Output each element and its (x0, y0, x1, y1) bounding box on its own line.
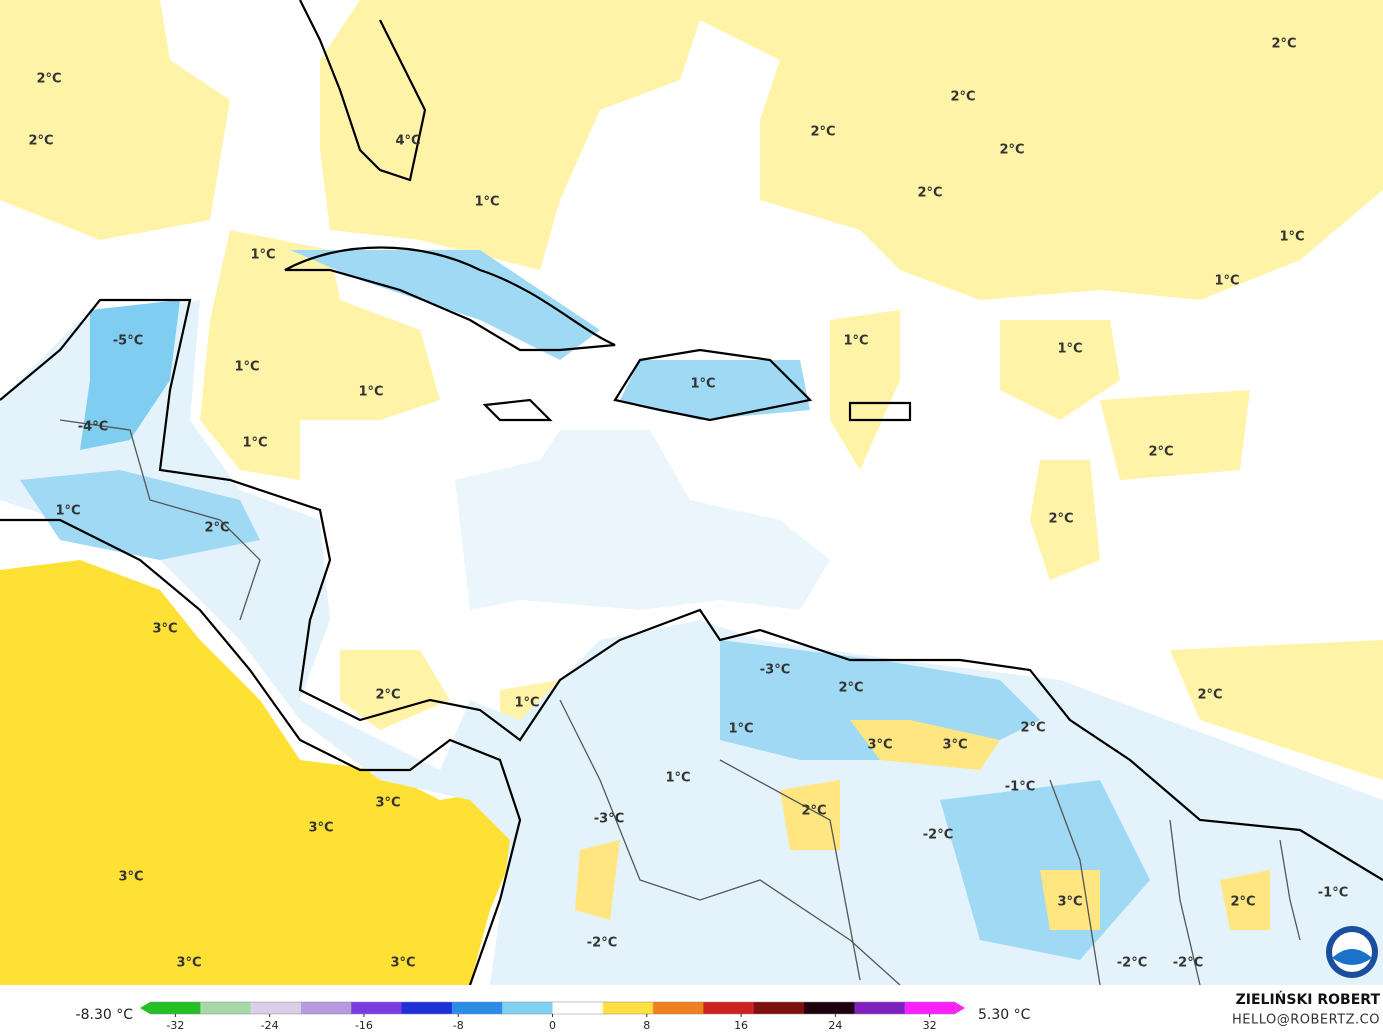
colorbar-tick-label: 0 (549, 1019, 556, 1032)
contour-label: 2°C (999, 143, 1024, 158)
contact: HELLO@ROBERTZ.CO (1232, 1013, 1380, 1028)
contour-label: 1°C (250, 248, 275, 263)
colorbar-segment (753, 1002, 805, 1014)
colorbar-segment (451, 1002, 503, 1014)
contour-label: 1°C (358, 385, 383, 400)
anomaly-fill (0, 0, 1383, 985)
max-label: 5.30 °C (978, 1007, 1031, 1023)
contour-label: 1°C (728, 722, 753, 737)
contour-label: 2°C (1271, 37, 1296, 52)
colorbar-segment (150, 1002, 201, 1014)
borders (59, 419, 1301, 986)
colorbar-tick-label: 16 (734, 1019, 748, 1032)
contour-label: 3°C (1057, 895, 1082, 910)
contour-label: 2°C (838, 681, 863, 696)
contour-label: 2°C (810, 125, 835, 140)
contour-label: 1°C (690, 377, 715, 392)
contour-label: 1°C (514, 696, 539, 711)
colorbar-tick-label: 32 (923, 1019, 937, 1032)
noaa-logo (1326, 926, 1378, 978)
contour-label: 3°C (152, 622, 177, 637)
colorbar-segment (904, 1002, 956, 1014)
contour-label: 1°C (843, 334, 868, 349)
contour-label: 2°C (1148, 445, 1173, 460)
colorbar-segment (351, 1002, 403, 1014)
contour-label: -1°C (1005, 780, 1035, 795)
colorbar-segment (552, 1002, 604, 1014)
contour-label: 3°C (118, 870, 143, 885)
contour-label: -2°C (1173, 956, 1203, 971)
colorbar-tick-label: -16 (355, 1019, 373, 1032)
contour-label: -2°C (587, 936, 617, 951)
contour-label: 4°C (395, 134, 420, 149)
contour-label: 1°C (242, 436, 267, 451)
contour-label: -1°C (1318, 886, 1348, 901)
min-label: -8.30 °C (76, 1007, 134, 1023)
contour-label: -5°C (113, 334, 143, 349)
contour-label: -2°C (1117, 956, 1147, 971)
contour-label: 2°C (1048, 512, 1073, 527)
colorbar-segment (300, 1002, 352, 1014)
contour-label: 2°C (917, 186, 942, 201)
contour-label: 3°C (942, 738, 967, 753)
contour-label: -3°C (760, 663, 790, 678)
contour-label: 2°C (950, 90, 975, 105)
colorbar-tick-label: 24 (828, 1019, 842, 1032)
contour-label: 1°C (665, 771, 690, 786)
colorbar-segment (401, 1002, 453, 1014)
colorbar-segment (502, 1002, 553, 1014)
colorbar-tick-label: 8 (643, 1019, 650, 1032)
colorbar-tick-label: -24 (261, 1019, 279, 1032)
contour-label: 2°C (801, 804, 826, 819)
author: ZIELIŃSKI ROBERT (1236, 990, 1381, 1008)
colorbar-segment (703, 1002, 755, 1014)
colorbar-segment (602, 1002, 654, 1014)
contour-label: 1°C (55, 504, 80, 519)
contour-label: -4°C (78, 420, 108, 435)
contour-label: 1°C (234, 360, 259, 375)
contour-label: -3°C (594, 812, 624, 827)
contour-label: 3°C (867, 738, 892, 753)
contour-label: 2°C (1230, 895, 1255, 910)
colorbar-tick-label: -8 (453, 1019, 464, 1032)
coastlines (0, 0, 1383, 986)
contour-label: 3°C (390, 956, 415, 971)
contour-label: 1°C (1057, 342, 1082, 357)
contour-label: 2°C (204, 521, 229, 536)
contour-label: 2°C (1197, 688, 1222, 703)
contour-label: 3°C (308, 821, 333, 836)
contour-label: 3°C (176, 956, 201, 971)
contour-label: 2°C (28, 134, 53, 149)
colorbar-tick-label: -32 (166, 1019, 184, 1032)
colorbar-segment (250, 1002, 302, 1014)
colorbar-arrow-left (140, 1002, 150, 1014)
contour-label: 2°C (36, 72, 61, 87)
contour-label: 3°C (375, 796, 400, 811)
colorbar-segment (200, 1002, 252, 1014)
contour-label: 1°C (474, 195, 499, 210)
contour-label: 2°C (1020, 721, 1045, 736)
contour-label: 1°C (1214, 274, 1239, 289)
contour-label: -2°C (923, 828, 953, 843)
contour-label: 1°C (1279, 230, 1304, 245)
colorbar-arrow-right (955, 1002, 965, 1014)
colorbar-segment (653, 1002, 704, 1014)
colorbar-segment (854, 1002, 906, 1014)
colorbar-segment (804, 1002, 855, 1014)
contour-label: 2°C (375, 688, 400, 703)
